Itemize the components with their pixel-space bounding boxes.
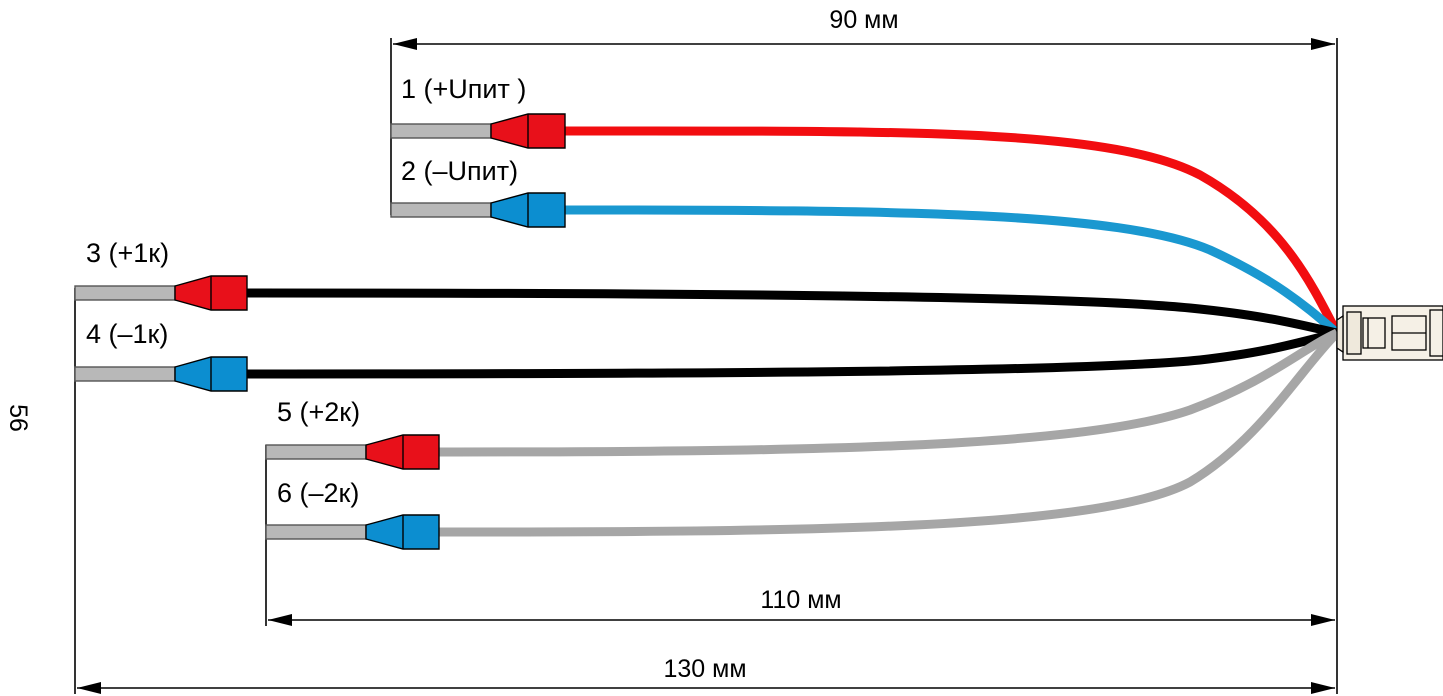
dimension-label-90: 90 мм	[829, 6, 898, 34]
wire-label-1: 1 (+Uпит )	[401, 74, 526, 104]
wire-5	[436, 328, 1339, 457]
wire-label-5: 5 (+2к)	[277, 397, 360, 427]
wire-label-3: 3 (+1к)	[86, 238, 169, 268]
ferrule-red-icon	[390, 113, 566, 149]
wires	[244, 126, 1342, 537]
wire-label-4: 4 (–1к)	[86, 319, 168, 349]
wire-1	[562, 126, 1342, 336]
dimension-label-130: 130 мм	[663, 655, 746, 683]
ferrule-red-icon	[74, 275, 248, 311]
ferrule-blue-icon	[390, 192, 566, 228]
connector-icon	[1336, 305, 1443, 361]
dimension-label-110: 110 мм	[760, 586, 841, 614]
wire-3	[244, 288, 1338, 338]
wire-2	[562, 205, 1340, 337]
dimension-lines	[77, 38, 1335, 694]
ferrule-blue-icon	[265, 514, 440, 550]
wire-label-2: 2 (–Uпит)	[401, 156, 518, 186]
dimension-label-56: 56	[4, 404, 32, 432]
ferrule-red-icon	[265, 434, 440, 470]
ferrule-blue-icon	[74, 356, 248, 392]
wire-label-6: 6 (–2к)	[277, 478, 359, 508]
wire-6	[436, 329, 1341, 537]
wire-4	[244, 328, 1339, 379]
